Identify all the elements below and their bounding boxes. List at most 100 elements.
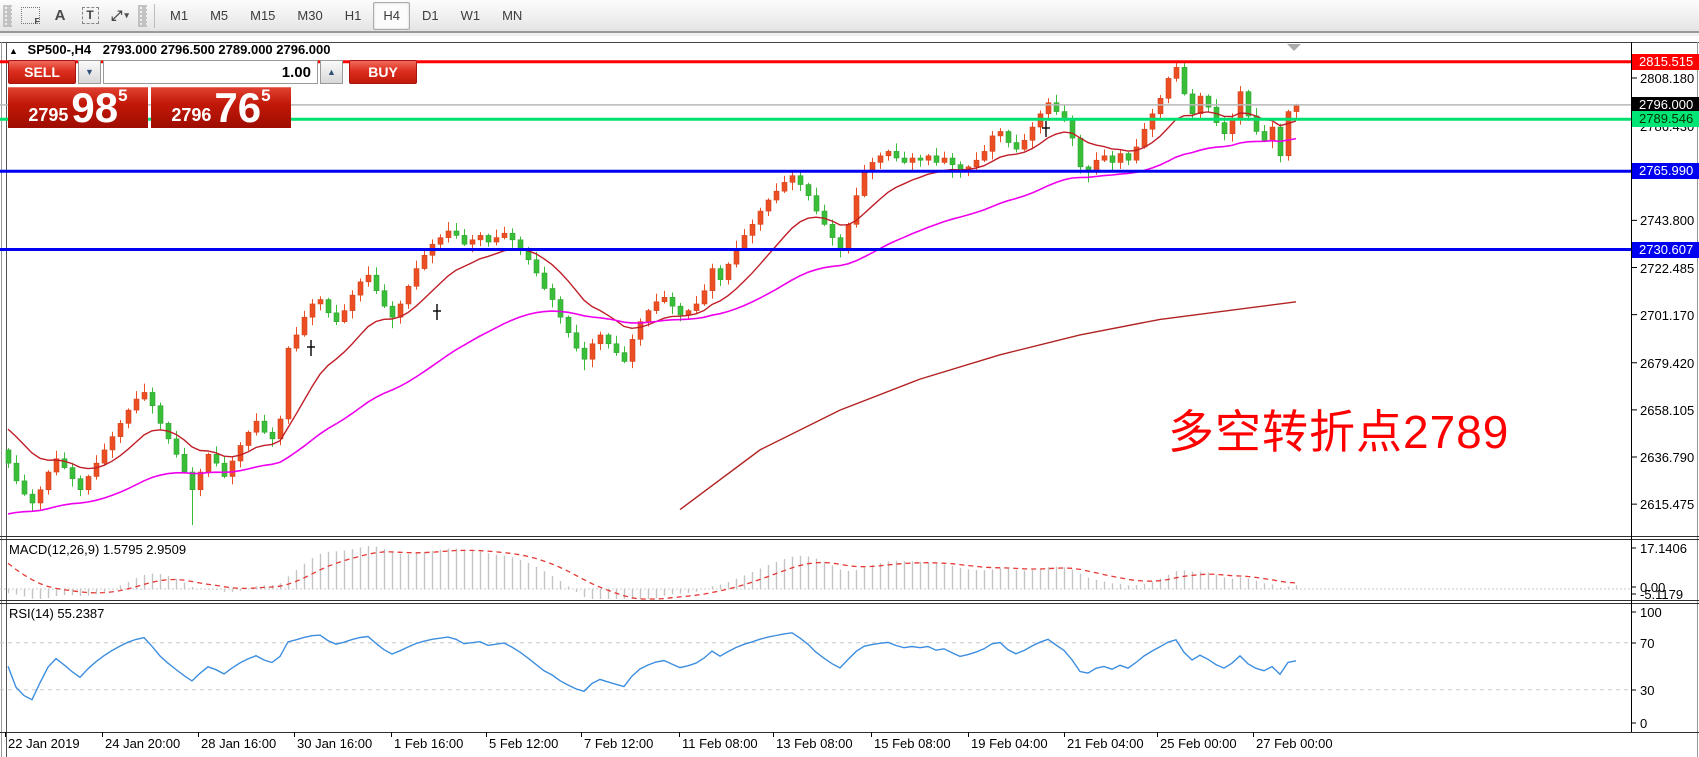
text-label-icon[interactable]: T [76,2,104,30]
lot-increase-button[interactable]: ▲ [320,60,343,84]
candle-body [445,230,452,238]
candle [101,443,108,465]
candle-body [381,290,388,307]
cross-marker [307,340,315,356]
candle [213,446,220,467]
arrow-objects-icon[interactable]: ⤢ ▾ [111,7,129,23]
candle-body [773,190,780,201]
candle-body [1285,111,1292,157]
timeframe-button-w1[interactable]: W1 [460,7,481,23]
timeframe-button-mn[interactable]: MN [502,7,523,23]
rsi-label: RSI(14) 55.2387 [9,606,105,621]
candle-body [1093,159,1100,172]
candle [981,144,988,162]
lot-decrease-button[interactable]: ▼ [78,60,101,84]
candle [765,198,772,216]
candle [69,462,76,487]
lot-size-input[interactable] [103,60,318,84]
candle [661,290,668,304]
candle-body [837,237,844,249]
candle-body [1221,122,1228,134]
candle [629,334,636,369]
candle-body [669,297,676,307]
candle-body [5,449,12,464]
candle [229,456,236,485]
candle-body [877,155,884,163]
candle-body [117,423,124,437]
timeframe-button-m15[interactable]: M15 [250,7,276,23]
candle-body [549,288,556,300]
candle-body [173,438,180,455]
candle [1173,62,1180,82]
candle-body [61,458,68,468]
candle-body [349,294,356,311]
time-label: 28 Jan 16:00 [201,736,277,751]
chart-canvas[interactable] [0,36,1699,757]
candle [357,278,364,302]
timeframe-button-h1[interactable]: H1 [344,7,362,23]
candle [973,152,980,171]
toolbar-grip[interactable] [3,4,12,27]
candle-body [421,255,428,269]
candle-body [45,471,52,491]
candle [565,315,572,338]
candle-body [509,232,516,241]
candle-body [589,343,596,360]
timeframe-button-m5[interactable]: M5 [210,7,229,23]
timeframe-button-d1[interactable]: D1 [421,7,439,23]
candle [1085,165,1092,183]
price-grid-label: 2808.180 [1640,71,1695,86]
font-icon[interactable]: A [54,7,66,24]
candle-body [853,195,860,225]
candle-body [797,175,804,185]
bid-price-box[interactable]: 2795 98 5 [8,87,148,129]
candle [989,131,996,160]
candle-body [789,175,796,183]
timeframe-button-h4[interactable]: H4 [373,1,410,30]
candle [733,240,740,268]
candle [741,228,748,251]
candle [677,302,684,322]
price-badge-2789.546: 2789.546 [1632,111,1699,128]
candle-body [189,471,196,491]
candle [181,447,188,474]
candle-body [1173,67,1180,79]
candle [909,153,916,171]
candle-body [1109,155,1116,163]
candle-body [693,303,700,311]
candle [397,300,404,324]
bid-price-prefix: 2795 [28,105,69,125]
candle [941,151,948,165]
ask-price-sup: 5 [261,86,271,105]
ask-price-box[interactable]: 2796 76 5 [151,84,291,131]
timeframe-button-m30[interactable]: M30 [297,7,323,23]
candle [381,284,388,308]
candle-body [741,235,748,249]
one-click-trading-panel: SELL ▼ ▲ BUY 2795 98 5 2796 76 5 [8,60,417,131]
toolbar-grip-2[interactable] [138,4,147,27]
candle [1021,133,1028,151]
candle [789,170,796,191]
candle-body [925,155,932,161]
cross-marker [1042,121,1050,137]
sell-button[interactable]: SELL [8,60,76,84]
candle [997,128,1004,143]
candle [1101,149,1108,162]
candle-body [1101,155,1108,161]
candle-body [917,157,924,161]
candle-body [149,392,156,406]
candle-body [413,268,420,287]
candle-body [141,392,148,400]
candle-body [941,157,948,163]
candle [37,486,44,510]
chart-shift-triangle-icon [1287,44,1301,51]
candle [701,284,708,306]
collapse-triangle-icon[interactable]: ▲ [9,46,18,56]
indicator-list-icon[interactable]: F [16,2,44,30]
timeframe-button-m1[interactable]: M1 [170,7,189,23]
candle [21,474,28,496]
buy-button[interactable]: BUY [349,60,417,84]
candle [373,267,380,295]
ask-price-big: 76 [214,84,262,131]
candle [557,296,564,324]
